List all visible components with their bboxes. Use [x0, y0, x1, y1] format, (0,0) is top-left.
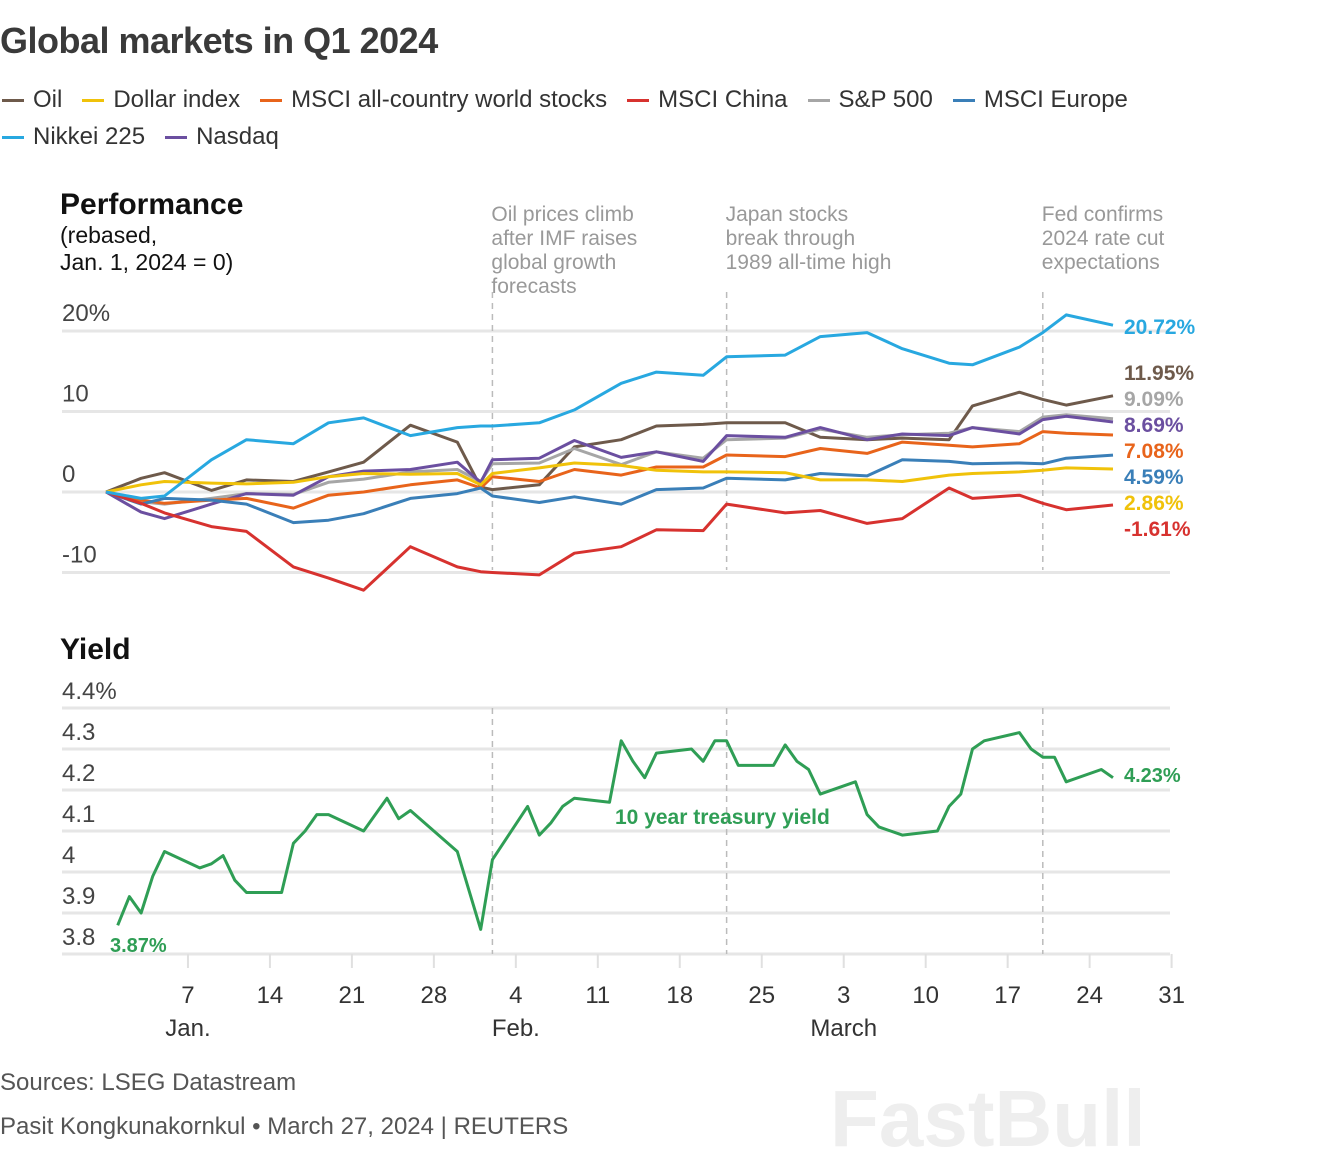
y-tick-label: 4.4%	[62, 678, 117, 705]
end-value-label: 9.09%	[1124, 388, 1184, 411]
legend-item-msci-china: MSCI China	[627, 86, 788, 114]
x-tick-label: 21	[339, 982, 366, 1009]
performance-subtitle-line: Jan. 1, 2024 = 0)	[60, 249, 233, 275]
event-annotation-text: Oil prices climb	[491, 203, 633, 226]
series-line-nikkei-225	[105, 313, 1114, 500]
series-line-msci-europe	[105, 453, 1114, 525]
x-tick-label: 25	[748, 982, 775, 1009]
yield-series	[116, 731, 1114, 931]
series-line-oil	[105, 390, 1114, 494]
credit-line: Pasit Kongkunakornkul • March 27, 2024 |…	[0, 1113, 569, 1140]
event-annotation-text: after IMF raises	[491, 227, 637, 250]
series-line-msci-china	[105, 486, 1114, 592]
legend-swatch	[165, 135, 188, 139]
yield-series-label: 10 year treasury yield	[615, 806, 830, 829]
event-annotation-text: break through	[726, 227, 856, 250]
end-value-label: 2.86%	[1124, 492, 1184, 515]
yield-grid: 4.4% 4.3 4.2 4.1 4 3.9 3.8	[62, 678, 1170, 956]
end-value-label: 8.69%	[1124, 414, 1184, 437]
series-line-nasdaq	[105, 414, 1114, 521]
end-value-label: 11.95%	[1124, 362, 1194, 385]
legend-label: MSCI Europe	[983, 86, 1128, 113]
yield-start-label: 3.87%	[110, 935, 167, 957]
yield-end-label: 4.23%	[1124, 765, 1181, 787]
end-value-label: 20.72%	[1124, 316, 1196, 339]
x-tick-label: 4	[509, 982, 522, 1009]
series-line-10-year-treasury-yield	[116, 731, 1114, 931]
x-tick-label: 24	[1076, 982, 1103, 1009]
x-tick-label: 11	[585, 982, 610, 1009]
page-title: Global markets in Q1 2024	[0, 20, 438, 61]
legend-row-1: Oil Dollar index MSCI all-country world …	[2, 86, 1128, 114]
x-tick-label: 31	[1158, 982, 1185, 1009]
legend-label: Nasdaq	[196, 123, 279, 150]
end-value-label: 4.59%	[1124, 466, 1184, 489]
yield-title: Yield	[60, 633, 131, 666]
x-tick-label: 3	[837, 982, 850, 1009]
legend-item-nikkei: Nikkei 225	[2, 123, 145, 151]
legend-label: Dollar index	[113, 86, 241, 113]
legend-swatch	[2, 135, 24, 139]
legend-item-dollar-index: Dollar index	[82, 86, 240, 114]
legend-swatch	[952, 98, 975, 102]
y-tick-label: 3.8	[62, 924, 95, 951]
x-tick-label: 28	[421, 982, 448, 1009]
event-annotation-text: 2024 rate cut	[1042, 227, 1165, 250]
y-tick-label: 0	[62, 461, 75, 488]
x-tick-label: 7	[181, 982, 194, 1009]
legend-swatch	[2, 98, 24, 102]
legend-label: Nikkei 225	[33, 123, 146, 150]
end-value-label: 7.08%	[1124, 440, 1184, 463]
legend-item-sp500: S&P 500	[807, 86, 933, 114]
performance-grid: 20% 10 0 -10	[62, 300, 1170, 574]
end-value-label: -1.61%	[1124, 518, 1191, 541]
y-tick-label: 20%	[62, 300, 110, 327]
legend-swatch	[260, 98, 283, 102]
y-tick-label: 3.9	[62, 883, 95, 910]
event-annotation-text: Japan stocks	[726, 203, 849, 226]
y-tick-label: 4.2	[62, 760, 95, 787]
event-annotation-text: global growth	[491, 251, 616, 274]
y-tick-label: 4	[62, 842, 75, 869]
series-line-dollar-index	[105, 461, 1114, 494]
legend-label: MSCI China	[658, 86, 788, 113]
y-tick-label: 4.1	[62, 801, 95, 828]
series-line-msci-all-country-world-stocks	[105, 430, 1114, 510]
x-month-label: March	[810, 1015, 877, 1042]
performance-subtitle-line: (rebased,	[60, 222, 157, 248]
x-tick-label: 18	[666, 982, 693, 1009]
legend-item-msci-europe: MSCI Europe	[952, 86, 1128, 114]
event-annotation-text: forecasts	[491, 275, 576, 298]
sources-note: Sources: LSEG Datastream	[0, 1069, 297, 1096]
y-tick-label: 4.3	[62, 719, 95, 746]
performance-series	[105, 313, 1114, 592]
event-annotation-text: Fed confirms	[1042, 203, 1163, 226]
legend-label: MSCI all-country world stocks	[291, 86, 608, 113]
legend-item-nasdaq: Nasdaq	[165, 123, 279, 151]
y-tick-label: -10	[62, 542, 97, 569]
legend-item-oil: Oil	[2, 86, 62, 114]
legend-row-2: Nikkei 225 Nasdaq	[2, 123, 279, 151]
x-axis: 7 14 21 28 4 11 18 25 3 10 17 24 31 Jan. Feb. March	[165, 954, 1185, 1042]
legend-swatch	[82, 98, 105, 102]
legend-item-msci-acwi: MSCI all-country world stocks	[260, 86, 607, 114]
event-annotation-text: 1989 all-time high	[726, 251, 892, 274]
x-month-label: Feb.	[492, 1015, 540, 1042]
y-tick-label: 10	[62, 381, 89, 408]
legend-swatch	[627, 98, 650, 102]
legend-swatch	[807, 98, 830, 102]
event-annotation-text: expectations	[1042, 251, 1160, 274]
x-tick-label: 10	[912, 982, 939, 1009]
legend-label: Oil	[33, 86, 63, 113]
x-tick-label: 17	[994, 982, 1021, 1009]
legend-label: S&P 500	[838, 86, 933, 113]
x-tick-label: 14	[257, 982, 284, 1009]
watermark-logo: FastBull	[830, 1074, 1146, 1160]
performance-title: Performance	[60, 188, 243, 221]
x-month-label: Jan.	[165, 1015, 210, 1042]
performance-end-labels: 11.95% 9.09% 8.69% 7.08% 4.59% 2.86% -1.61% 20.…	[1124, 316, 1196, 541]
